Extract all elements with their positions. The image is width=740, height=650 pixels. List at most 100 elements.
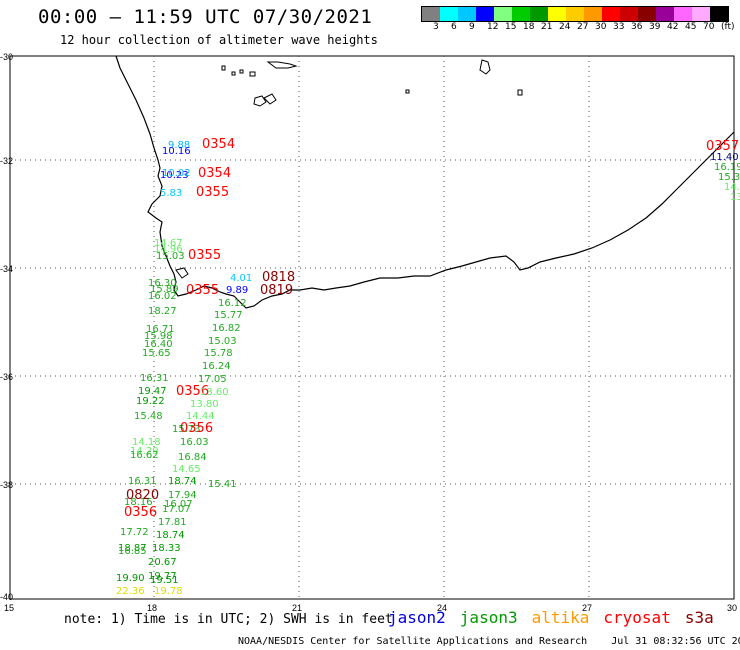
- pass-time-label: 0356: [124, 505, 157, 520]
- wave-height-label: 15.98: [144, 331, 173, 342]
- legend-label: 39: [649, 22, 661, 32]
- map-subtitle: 12 hour collection of altimeter wave hei…: [60, 33, 378, 47]
- legend-swatch: [656, 7, 674, 21]
- wave-height-label: 5.83: [160, 188, 182, 199]
- wave-height-label: 20.67: [148, 557, 177, 568]
- lon-labels: 15 18 21 24 27 30: [4, 603, 737, 613]
- wave-height-label: 19.77: [148, 571, 177, 582]
- legend-label: 36: [631, 22, 643, 32]
- wave-height-label: 16.82: [212, 323, 241, 334]
- legend-swatch: [692, 7, 710, 21]
- lat-label: -30: [0, 52, 13, 62]
- wave-height-label: 18.33: [152, 543, 181, 554]
- pass-time-label: 0356: [176, 384, 209, 399]
- pass-time-label: 0355: [188, 248, 221, 263]
- wave-height-label: 15.78: [204, 348, 233, 359]
- legend-swatch: [638, 7, 656, 21]
- coastline: [115, 55, 735, 309]
- wave-height-label: 17.81: [158, 517, 187, 528]
- wave-height-label: 14.: [724, 182, 740, 193]
- wave-height-label: 4.01: [230, 273, 252, 284]
- legend-label: 24: [559, 22, 571, 32]
- satellite-name: s3a: [684, 608, 714, 627]
- lat-labels: -30 -32 -34 -36 -38 -40: [0, 52, 13, 602]
- wave-height-label: 18.74: [156, 530, 185, 541]
- wave-height-label: 17.07: [162, 504, 191, 515]
- wave-height-label: 16.30: [148, 278, 177, 289]
- wave-height-label: 22.36: [116, 586, 145, 597]
- wave-height-label: 9.88: [168, 140, 190, 151]
- lat-label: -32: [0, 156, 13, 166]
- map-frame: [9, 55, 735, 600]
- lat-label: -34: [0, 264, 13, 274]
- pass-time-label: 0354: [202, 137, 235, 152]
- wave-height-label: 13.60: [200, 387, 229, 398]
- wave-height-label: 15.48: [134, 411, 163, 422]
- footnote: note: 1) Time is in UTC; 2) SWH is in fe…: [64, 612, 393, 627]
- wave-height-label: 16.02: [148, 291, 177, 302]
- pass-time-label: 0820: [126, 488, 159, 503]
- lon-label: 21: [292, 603, 302, 613]
- wave-height-label: 17.72: [120, 527, 149, 538]
- wave-height-label: 14.44: [186, 411, 215, 422]
- pass-time-label: 0356: [180, 421, 213, 436]
- legend-label: 45: [685, 22, 697, 32]
- wave-height-label: 16.19: [714, 162, 740, 173]
- wave-height-label: 15.89: [150, 284, 179, 295]
- wave-height-label: 18.16: [124, 497, 153, 508]
- wave-height-label: 14.29: [130, 446, 159, 457]
- legend-swatch: [458, 7, 476, 21]
- wave-height-label: 15.41: [208, 479, 237, 490]
- legend-swatch: [548, 7, 566, 21]
- islands: [175, 59, 523, 279]
- pass-time-label: 0818: [262, 270, 295, 285]
- satellite-legend: jason2 jason3 altika cryosat s3a: [388, 608, 728, 627]
- wave-height-label: 18.74: [168, 476, 197, 487]
- wave-height-label: 13.: [730, 192, 740, 203]
- wave-height-label: 18.87: [118, 543, 147, 554]
- wave-height-label: 14.96: [154, 244, 183, 255]
- wave-height-label: 19.51: [150, 575, 179, 586]
- wave-height-label: 19.90: [116, 573, 145, 584]
- legend-swatch: [422, 7, 440, 21]
- wave-height-label: 15.03: [208, 336, 237, 347]
- wave-height-label: 13.80: [190, 399, 219, 410]
- satellite-name: cryosat: [603, 608, 671, 627]
- wave-height-label: 11.40: [710, 152, 739, 163]
- wave-height-label: 19.22: [136, 396, 165, 407]
- wave-height-label: 14.65: [172, 464, 201, 475]
- legend-label: 30: [595, 22, 607, 32]
- legend-label: 27: [577, 22, 589, 32]
- legend-swatch: [710, 7, 728, 21]
- color-legend: [421, 6, 729, 22]
- legend-label: 3: [433, 22, 439, 32]
- wave-height-label: 10.16: [162, 146, 191, 157]
- lat-label: -40: [0, 592, 13, 602]
- lon-label: 30: [727, 603, 737, 613]
- pass-time-label: 0354: [198, 166, 231, 181]
- legend-swatch: [494, 7, 512, 21]
- generated-timestamp: Jul 31 08:32:56 UTC 2021: [611, 636, 740, 647]
- wave-height-label: 16.62: [130, 450, 159, 461]
- legend-swatch: [476, 7, 494, 21]
- wave-height-label: 17.94: [168, 490, 197, 501]
- lon-label: 18: [147, 603, 157, 613]
- wave-height-label: 14.67: [154, 238, 183, 249]
- lon-label: 27: [582, 603, 592, 613]
- wave-height-label: 15.03: [156, 251, 185, 262]
- legend-swatch: [674, 7, 692, 21]
- legend-label: 6: [451, 22, 457, 32]
- pass-time-label: 0819: [260, 283, 293, 298]
- pass-time-label: 0355: [196, 185, 229, 200]
- legend-label: 18: [523, 22, 535, 32]
- lat-label: -36: [0, 372, 13, 382]
- credit-line: NOAA/NESDIS Center for Satellite Applica…: [238, 636, 740, 647]
- lon-label: 24: [437, 603, 447, 613]
- wave-height-label: 16.03: [180, 437, 209, 448]
- map-title: 00:00 – 11:59 UTC 07/30/2021: [38, 6, 373, 28]
- wave-height-label: 9.89: [226, 285, 248, 296]
- gridlines: [10, 56, 734, 599]
- wave-height-label: 10.02: [162, 168, 191, 179]
- wave-height-label: 19.78: [154, 586, 183, 597]
